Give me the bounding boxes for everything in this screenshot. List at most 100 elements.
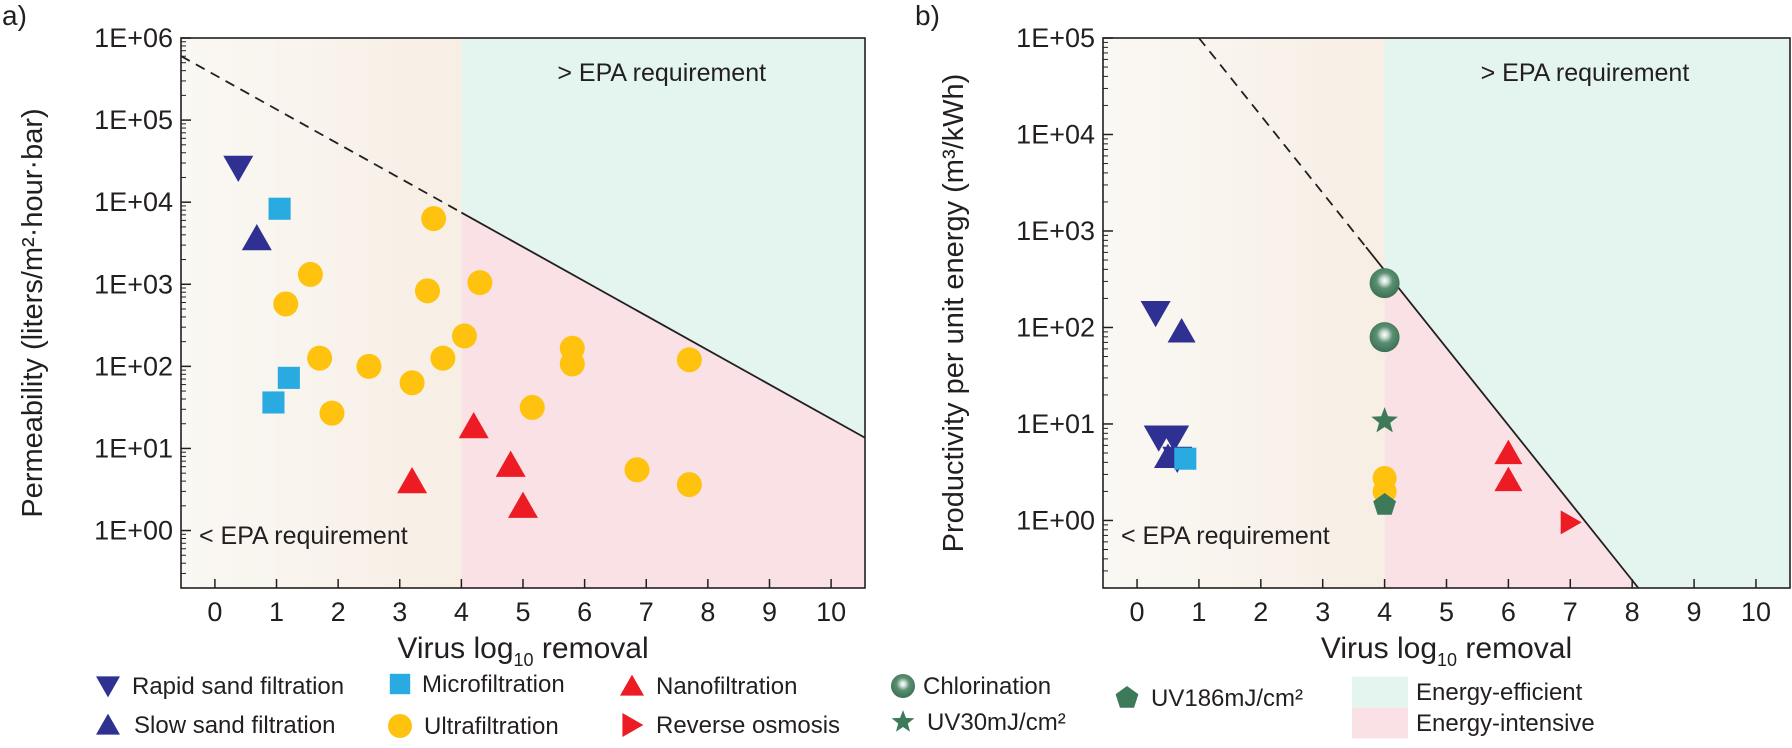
data-point-micro-0 [268,197,291,220]
x-tick-label: 10 [816,597,846,627]
boundary-line-solid [460,211,866,439]
x-axis-title: Virus log10 removal [397,632,648,670]
data-point-rapid_sand-0 [1140,301,1171,328]
x-tick-label: 9 [1687,597,1702,627]
legend-marker-int [1352,707,1408,739]
data-point-ultra-3 [467,270,493,296]
data-point-chlor-0 [1369,268,1400,299]
boundary-line-solid [1365,246,1640,589]
x-tick-label: 8 [1625,597,1640,627]
legend-marker-micro [389,673,411,695]
legend-label-chlor: Chlorination [923,673,1051,700]
y-tick-label: 1E+00 [94,516,173,546]
region-energy-efficient [461,38,865,438]
legend-label-int: Energy-intensive [1416,710,1595,737]
data-point-nano-1 [397,467,428,494]
data-point-nano-3 [508,491,538,518]
x-tick-label: 7 [639,597,654,627]
region-energy-intensive [461,212,865,588]
data-point-chlor-1 [1369,322,1400,353]
y-tick-label: 1E+01 [94,433,173,463]
x-tick-label: 2 [1253,597,1268,627]
legend-label-slow_sand: Slow sand filtration [134,712,335,739]
data-point-rapid_sand-0 [223,155,254,182]
x-tick-label: 6 [577,597,592,627]
boundary-line-dashed [1198,37,1367,248]
data-point-ultra-2 [414,278,440,304]
region-below-epa [1103,38,1385,588]
x-tick-label: 9 [762,597,777,627]
data-point-ultra-7 [307,345,333,371]
x-tick-label: 3 [1315,597,1330,627]
x-tick-label: 5 [1439,597,1454,627]
y-tick-label: 1E+01 [1016,409,1095,439]
data-point-slow_sand-0 [241,224,272,251]
legend-label-eff: Energy-efficient [1416,679,1583,706]
data-point-nano-2 [495,450,526,477]
x-tick-label: 8 [700,597,715,627]
region-energy-efficient [1384,38,1790,588]
legend-marker-nano [620,674,644,696]
data-point-ultra-14 [519,394,545,420]
data-point-ultra-15 [624,457,650,483]
x-tick-label: 4 [454,597,469,627]
x-tick-label: 6 [1501,597,1516,627]
panel-label-b: b) [915,0,940,31]
legend-marker-uv30 [891,710,915,732]
data-point-micro-0 [1174,447,1197,470]
annotation-below-epa: < EPA requirement [1121,522,1330,550]
y-tick-label: 1E+02 [94,351,173,381]
legend-label-nano: Nanofiltration [656,673,797,700]
x-tick-label: 1 [1191,597,1206,627]
x-tick-label: 7 [1563,597,1578,627]
y-axis-title: Permeability (liters/m²·hour·bar) [17,108,49,517]
annotation-above-epa: > EPA requirement [557,59,766,87]
legend-marker-eff [1352,676,1408,708]
data-point-ultra-0 [421,206,447,232]
y-tick-label: 1E+06 [94,23,173,53]
legend-label-uv30: UV30mJ/cm² [927,709,1066,736]
y-tick-label: 1E+04 [94,187,173,217]
data-point-uv186-0 [1373,493,1397,515]
data-point-uv30-0 [1371,407,1398,433]
chart-panel-b: > EPA requirement < EPA requirement 0 1 2 3 4 5… [938,23,1791,670]
legend-label-micro: Microfiltration [422,671,565,698]
data-point-ultra-16 [676,472,702,498]
y-tick-label: 1E+03 [94,269,173,299]
x-tick-label: 0 [207,597,222,627]
data-point-ro-0 [1560,510,1582,535]
x-tick-label: 3 [392,597,407,627]
data-point-ultra-10 [559,351,585,377]
data-point-rapid_sand-2 [1159,425,1190,452]
x-axis-title: Virus log10 removal [1321,632,1572,670]
legend-marker-ro [622,713,644,737]
legend: Rapid sand filtration Slow sand filtratio… [96,671,1595,740]
y-tick-label: 1E+02 [1016,312,1095,342]
annotation-above-epa: > EPA requirement [1481,59,1690,87]
data-point-ultra-5 [451,323,477,349]
y-tick-label: 1E+04 [1016,119,1095,149]
legend-label-ro: Reverse osmosis [656,712,840,739]
y-axis-title: Productivity per unit energy (m³/kWh) [938,74,970,553]
data-point-slow_sand-0 [1167,318,1196,343]
data-point-ultra-11 [676,347,702,373]
legend-marker-rapid_sand [96,676,120,698]
y-tick-label: 1E+03 [1016,216,1095,246]
x-tick-label: 2 [331,597,346,627]
data-point-micro-1 [277,366,300,389]
legend-marker-chlor [891,674,915,698]
data-point-ultra-8 [356,353,382,379]
chart-panel-a: > EPA requirement < EPA requirement 0 1 2 3 4 5… [17,23,866,670]
x-tick-label: 1 [269,597,284,627]
data-point-ultra-1 [297,261,323,287]
y-tick-label: 1E+00 [1016,505,1095,535]
legend-label-uv186: UV186mJ/cm² [1151,685,1303,712]
region-below-epa [181,38,462,588]
legend-marker-ultra [388,714,412,738]
legend-label-ultra: Ultrafiltration [424,713,559,740]
legend-marker-uv186 [1115,686,1139,708]
legend-label-rapid_sand: Rapid sand filtration [132,673,344,700]
data-point-ultra-4 [273,291,299,317]
x-tick-label: 10 [1741,597,1771,627]
annotation-below-epa: < EPA requirement [199,522,408,550]
